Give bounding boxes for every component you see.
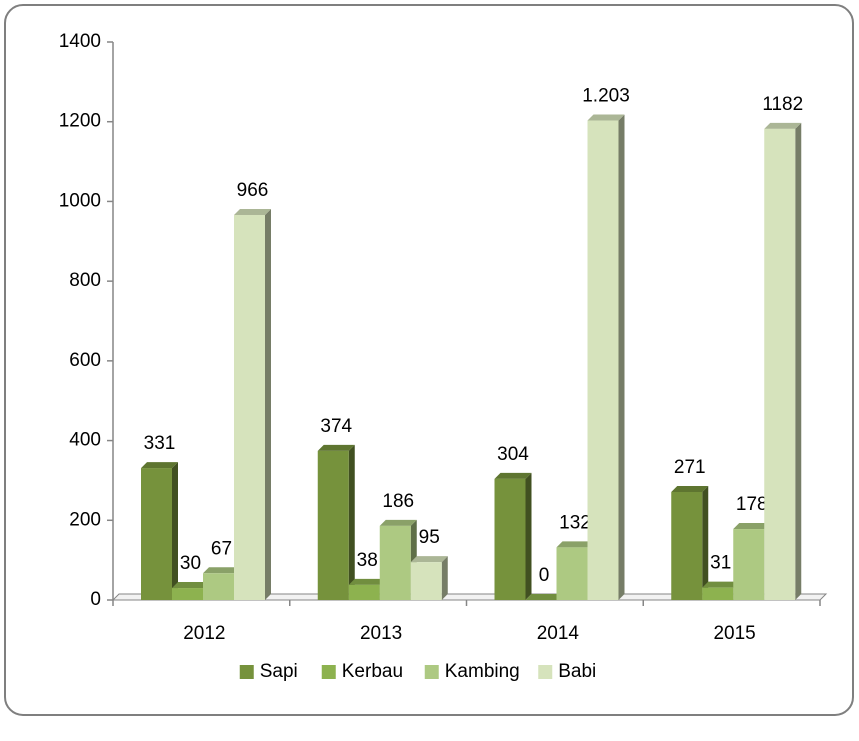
value-label: 95 <box>419 527 440 548</box>
bar <box>172 588 203 600</box>
legend-label: Sapi <box>260 661 298 682</box>
value-label: 30 <box>180 553 201 574</box>
bar <box>702 588 733 600</box>
y-tick-label: 400 <box>69 430 101 451</box>
bar-top <box>764 123 801 129</box>
y-tick-label: 600 <box>69 350 101 371</box>
value-label: 31 <box>710 553 731 574</box>
bar <box>411 562 442 600</box>
x-tick-label: 2013 <box>360 623 402 644</box>
bar <box>380 526 411 600</box>
bar-depth <box>619 115 625 600</box>
value-label: 1182 <box>762 94 803 115</box>
legend-label: Kerbau <box>342 661 403 682</box>
bar <box>203 573 234 600</box>
bar-top <box>141 462 178 468</box>
value-label: 966 <box>237 180 269 201</box>
bar-depth <box>526 473 532 600</box>
bar <box>588 121 619 600</box>
x-tick-label: 2015 <box>713 623 755 644</box>
bar-top <box>495 473 532 479</box>
bar-depth <box>795 123 801 600</box>
legend-swatch <box>538 665 552 679</box>
legend-swatch <box>425 665 439 679</box>
x-tick-label: 2012 <box>183 623 225 644</box>
bar-top <box>318 445 355 451</box>
value-label: 132 <box>559 512 591 533</box>
bar-depth <box>349 445 355 600</box>
value-label: 178 <box>736 494 768 515</box>
y-tick-label: 1400 <box>59 31 101 52</box>
bar-top <box>671 486 708 492</box>
value-label: 304 <box>497 444 529 465</box>
bar-depth <box>172 462 178 600</box>
bar <box>349 585 380 600</box>
bar <box>318 451 349 600</box>
bar-depth <box>442 556 448 600</box>
value-label: 1.203 <box>582 86 630 107</box>
value-label: 38 <box>357 550 378 571</box>
y-tick-label: 0 <box>90 589 101 610</box>
bar <box>234 215 265 600</box>
bar <box>141 468 172 600</box>
y-tick-label: 1000 <box>59 190 101 211</box>
bar-depth <box>265 209 271 600</box>
value-label: 271 <box>674 457 706 478</box>
legend-label: Kambing <box>445 661 520 682</box>
bar-top <box>588 115 625 121</box>
legend-label: Babi <box>558 661 596 682</box>
value-label: 331 <box>144 433 176 454</box>
bar-top <box>234 209 271 215</box>
bar <box>764 129 795 600</box>
bar <box>557 547 588 600</box>
chart-frame <box>5 5 853 715</box>
legend-swatch <box>322 665 336 679</box>
y-tick-label: 1200 <box>59 111 101 132</box>
value-label: 186 <box>382 491 414 512</box>
value-label: 0 <box>539 565 550 586</box>
bar-top <box>380 520 417 526</box>
legend-swatch <box>240 665 254 679</box>
value-label: 67 <box>211 538 232 559</box>
bar <box>495 479 526 600</box>
bar-top <box>411 556 448 562</box>
bar <box>671 492 702 600</box>
y-tick-label: 800 <box>69 270 101 291</box>
value-label: 374 <box>320 416 352 437</box>
bar <box>733 529 764 600</box>
x-tick-label: 2014 <box>537 623 580 644</box>
y-tick-label: 200 <box>69 509 101 530</box>
